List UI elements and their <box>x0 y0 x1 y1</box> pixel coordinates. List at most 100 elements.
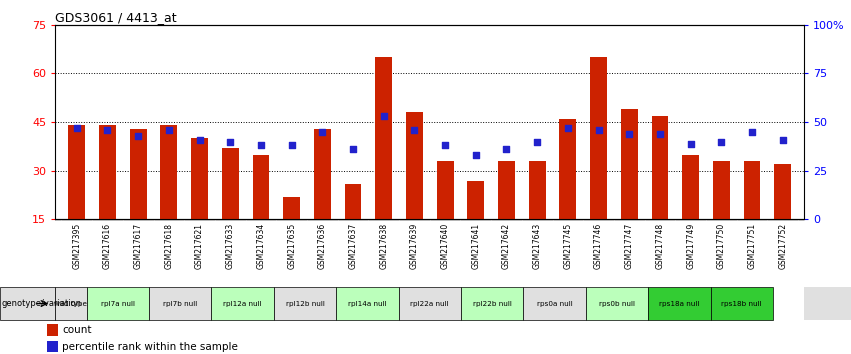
Text: GSM217637: GSM217637 <box>349 223 357 269</box>
Text: rpl12a null: rpl12a null <box>223 301 262 307</box>
Text: rpl22a null: rpl22a null <box>410 301 449 307</box>
Point <box>469 152 483 158</box>
Text: GSM217618: GSM217618 <box>164 223 174 269</box>
Text: GSM217643: GSM217643 <box>533 223 542 269</box>
Point <box>100 127 114 133</box>
Point <box>224 139 237 144</box>
Text: rps0b null: rps0b null <box>599 301 635 307</box>
Point <box>591 127 605 133</box>
Point <box>285 143 299 148</box>
Bar <box>398 287 461 320</box>
Text: rpl7a null: rpl7a null <box>100 301 134 307</box>
Bar <box>406 113 423 219</box>
Text: GSM217635: GSM217635 <box>287 223 296 269</box>
Bar <box>375 57 392 219</box>
Bar <box>336 287 398 320</box>
Bar <box>652 116 668 219</box>
Bar <box>99 125 116 219</box>
Point <box>131 133 145 139</box>
Text: GSM217746: GSM217746 <box>594 223 603 269</box>
Text: count: count <box>62 325 92 335</box>
Bar <box>47 341 58 352</box>
Bar <box>559 119 576 219</box>
Text: GSM217395: GSM217395 <box>72 223 82 269</box>
Point <box>622 131 636 137</box>
Bar <box>461 287 523 320</box>
Text: GSM217621: GSM217621 <box>195 223 204 269</box>
Text: rpl12b null: rpl12b null <box>285 301 324 307</box>
Point <box>561 125 574 131</box>
Bar <box>437 161 454 219</box>
Bar <box>648 287 711 320</box>
Text: GSM217745: GSM217745 <box>563 223 573 269</box>
Bar <box>523 287 585 320</box>
Bar <box>161 125 177 219</box>
Text: rpl22b null: rpl22b null <box>472 301 511 307</box>
Point <box>745 129 759 135</box>
Text: rpl7b null: rpl7b null <box>163 301 197 307</box>
Text: GSM217752: GSM217752 <box>778 223 787 269</box>
Point <box>346 147 360 152</box>
Text: GSM217640: GSM217640 <box>441 223 449 269</box>
Text: GSM217634: GSM217634 <box>256 223 266 269</box>
Point <box>530 139 544 144</box>
Text: wild type: wild type <box>54 301 88 307</box>
Bar <box>711 287 773 320</box>
Bar <box>55 287 87 320</box>
Text: GSM217636: GSM217636 <box>317 223 327 269</box>
Text: rpl14a null: rpl14a null <box>348 301 386 307</box>
Bar <box>528 161 545 219</box>
Bar <box>47 324 58 336</box>
Bar <box>467 181 484 219</box>
Bar <box>211 287 274 320</box>
Bar <box>774 164 791 219</box>
Bar <box>0 287 55 320</box>
Bar <box>314 129 331 219</box>
Text: GSM217747: GSM217747 <box>625 223 634 269</box>
Bar <box>683 155 699 219</box>
Text: GSM217617: GSM217617 <box>134 223 143 269</box>
Bar <box>621 109 637 219</box>
Bar <box>253 155 270 219</box>
Point <box>254 143 268 148</box>
Text: GSM217748: GSM217748 <box>655 223 665 269</box>
Point <box>684 141 698 146</box>
Bar <box>345 184 362 219</box>
Bar <box>713 161 730 219</box>
Text: rps18b null: rps18b null <box>722 301 762 307</box>
Point <box>653 131 666 137</box>
Text: GSM217638: GSM217638 <box>380 223 388 269</box>
Text: GSM217616: GSM217616 <box>103 223 112 269</box>
Text: rps18a null: rps18a null <box>660 301 700 307</box>
Text: genotype/variation: genotype/variation <box>2 299 82 308</box>
Bar <box>585 287 648 320</box>
Point <box>500 147 513 152</box>
Text: GSM217750: GSM217750 <box>717 223 726 269</box>
Bar <box>68 125 85 219</box>
Text: GSM217639: GSM217639 <box>410 223 419 269</box>
Bar <box>274 287 336 320</box>
Point <box>70 125 83 131</box>
Point <box>377 113 391 119</box>
Bar <box>222 148 238 219</box>
Bar <box>498 161 515 219</box>
Text: GDS3061 / 4413_at: GDS3061 / 4413_at <box>54 11 176 24</box>
Point <box>408 127 421 133</box>
Bar <box>590 57 607 219</box>
Point <box>438 143 452 148</box>
Point <box>162 127 175 133</box>
Bar <box>744 161 761 219</box>
Text: GSM217751: GSM217751 <box>747 223 757 269</box>
Point <box>193 137 207 143</box>
Point <box>715 139 728 144</box>
Bar <box>283 197 300 219</box>
Text: GSM217749: GSM217749 <box>686 223 695 269</box>
Bar <box>129 129 146 219</box>
Text: GSM217642: GSM217642 <box>502 223 511 269</box>
Bar <box>191 138 208 219</box>
Text: GSM217633: GSM217633 <box>226 223 235 269</box>
Bar <box>804 287 851 320</box>
Text: GSM217641: GSM217641 <box>471 223 480 269</box>
Bar <box>87 287 149 320</box>
Text: percentile rank within the sample: percentile rank within the sample <box>62 342 238 352</box>
